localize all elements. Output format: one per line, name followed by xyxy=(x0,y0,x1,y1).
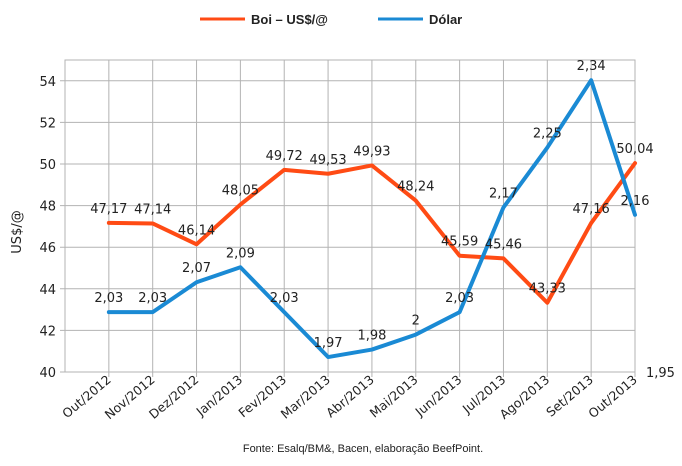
y-axis-label: US$/@ xyxy=(10,210,25,253)
data-label-dolar: 2,34 xyxy=(577,59,606,74)
y-tick-52: 52 xyxy=(39,116,56,131)
y-tick-40: 40 xyxy=(39,366,56,381)
plot-frame xyxy=(64,59,636,373)
x-tick-label: Jun/2013 xyxy=(412,372,465,420)
y-tick-54: 54 xyxy=(39,75,56,90)
y-tick-48: 48 xyxy=(39,200,56,215)
data-label-boi: 48,24 xyxy=(397,180,434,195)
data-label-boi: 45,46 xyxy=(485,237,522,252)
data-label-dolar: 1,97 xyxy=(314,336,343,351)
legend: Boi – US$/@ Dólar xyxy=(200,12,462,27)
x-tick-label: Out/2013 xyxy=(585,372,640,421)
data-label-boi: 47,14 xyxy=(134,202,171,217)
y2-axis-tick: 1,95 xyxy=(646,366,675,381)
data-label-boi: 45,59 xyxy=(441,235,478,250)
data-label-boi: 49,93 xyxy=(353,144,390,159)
series-line-boi xyxy=(106,161,637,305)
data-label-boi: 47,17 xyxy=(90,202,127,217)
data-label-dolar: 2,09 xyxy=(226,246,255,261)
legend-label-boi: Boi – US$/@ xyxy=(251,12,328,27)
data-label-dolar: 2 xyxy=(412,314,420,329)
data-label-boi: 50,04 xyxy=(616,142,653,157)
data-label-boi: 47,16 xyxy=(573,202,610,217)
data-label-dolar: 2,03 xyxy=(138,291,167,306)
y-tick-42: 42 xyxy=(39,324,56,339)
legend-label-dolar: Dólar xyxy=(429,12,462,27)
x-tick-label: Mai/2013 xyxy=(367,372,421,421)
data-label-boi: 46,14 xyxy=(178,223,215,238)
series-lines xyxy=(106,78,637,360)
data-label-dolar: 1,98 xyxy=(357,329,386,344)
data-label-dolar: 2,07 xyxy=(182,261,211,276)
data-label-boi: 49,72 xyxy=(266,149,303,164)
x-axis-ticks: Out/2012Nov/2012Dez/2012Jan/2013Fev/2013… xyxy=(59,372,640,422)
series-line-dolar xyxy=(106,78,637,360)
plot-area xyxy=(60,59,636,377)
y-tick-50: 50 xyxy=(39,158,56,173)
data-label-boi: 48,05 xyxy=(222,184,259,199)
data-label-dolar: 2,25 xyxy=(533,127,562,142)
data-label-boi: 49,53 xyxy=(309,153,346,168)
y-axis-ticks: 40 42 44 46 48 50 52 54 xyxy=(39,75,56,381)
data-label-dolar: 2,03 xyxy=(270,291,299,306)
data-label-dolar: 2,16 xyxy=(621,194,650,209)
data-labels: 47,17 47,14 46,14 48,05 49,72 49,53 49,93 48,24… xyxy=(90,59,653,351)
y-tick-44: 44 xyxy=(39,283,56,298)
source-note: Fonte: Esalq/BM&, Bacen, elaboração Beef… xyxy=(243,443,483,455)
x-tick-label: Mar/2013 xyxy=(278,372,333,422)
data-label-dolar: 2,03 xyxy=(445,291,474,306)
y-tick-46: 46 xyxy=(39,241,56,256)
data-label-dolar: 2,17 xyxy=(489,186,518,201)
data-label-dolar: 2,03 xyxy=(94,291,123,306)
data-label-boi: 43,33 xyxy=(529,282,566,297)
